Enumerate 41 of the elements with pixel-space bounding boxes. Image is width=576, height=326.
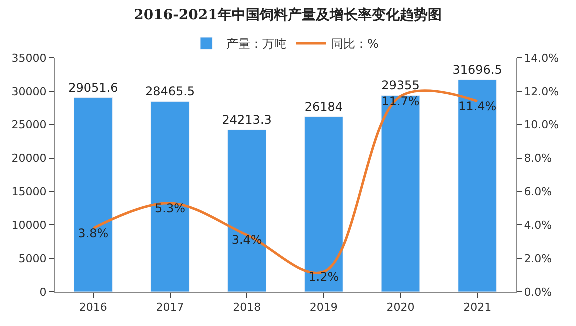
y2-tick-label: 8.0% [524,152,552,166]
data-label: 1.2% [308,270,340,284]
y2-tick-label: 14.0% [524,52,560,65]
y-tick-label: 15000 [12,186,47,199]
y2-tick-label: 0.0% [524,286,552,299]
data-label: 11.4% [458,99,497,114]
bar [74,98,113,292]
y-tick-label: 30000 [12,85,47,98]
data-label: 24213.3 [222,113,272,128]
y2-tick-label: 6.0% [524,186,552,199]
x-tick-label: 2020 [386,301,415,314]
data-label: 31696.5 [452,63,502,78]
y2-tick-label: 12.0% [524,85,560,98]
y-tick-label: 0 [40,286,47,299]
data-label: 29355 [382,78,420,93]
legend-label: 产量：万吨 [226,37,286,52]
x-tick-label: 2021 [464,301,492,314]
bar [381,95,420,292]
bar [304,116,344,292]
y-tick-label: 35000 [12,52,47,65]
legend-label: 同比：% [332,37,379,52]
y2-tick-label: 4.0% [524,218,552,232]
bar [228,130,267,292]
chart-title: 2016-2021年中国饲料产量及增长率变化趋势图 [134,6,442,24]
y-tick-label: 5000 [18,252,47,266]
x-tick-label: 2017 [156,301,184,314]
bar [150,101,190,292]
y2-tick-label: 10.0% [524,118,560,132]
bar [458,80,498,292]
data-label: 29051.6 [68,80,118,95]
data-label: 28465.5 [145,84,196,99]
y-tick-label: 20000 [12,152,47,166]
data-label: 3.8% [78,226,109,240]
x-tick-label: 2016 [79,301,108,314]
x-tick-label: 2019 [310,301,338,314]
data-label: 26184 [304,100,344,114]
x-tick-label: 2018 [233,301,262,314]
y2-tick-label: 2.0% [524,252,552,266]
y-tick-label: 10000 [12,218,47,232]
y-tick-label: 25000 [12,118,47,132]
data-label: 5.3% [155,201,186,216]
